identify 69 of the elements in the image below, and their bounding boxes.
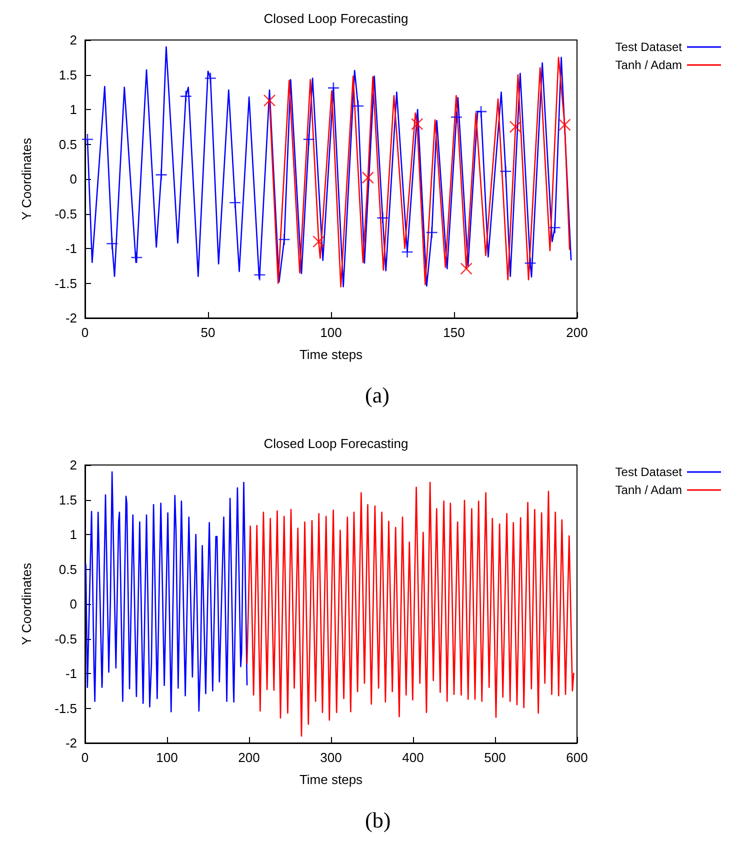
x-axis-title: Time steps [299,347,364,362]
x-tick-label: 600 [566,750,588,765]
x-tick-label: 200 [566,325,588,340]
chart-title: Closed Loop Forecasting [264,11,408,26]
y-tick-label: -1.5 [54,276,77,291]
point [352,100,364,112]
point [106,237,118,250]
point [524,256,536,270]
y-axis-title: Y Coordinates [19,562,34,646]
y-tick-label: -0.5 [54,206,77,222]
y-tick-label: 2 [70,32,77,48]
y-tick-label: -0.5 [54,631,77,646]
point [130,251,143,264]
x-tick-label: 400 [402,750,424,765]
point [180,90,192,102]
point [302,133,316,146]
y-tick-label: 1 [70,527,77,542]
x-tick-label: 50 [200,325,216,340]
y-tick-label: 2 [70,458,77,472]
text: (b) [365,808,391,832]
line-series [85,471,248,712]
x-tick-label: 0 [81,750,89,765]
point [228,196,242,209]
x-tick-label: 200 [238,750,260,765]
x-tick-label: 100 [156,750,178,765]
y-tick-label: 0 [70,172,77,186]
legend-label: Test Dataset [615,40,683,54]
point [410,118,424,130]
y-tick-label: 1 [70,102,77,117]
y-tick-label: 1.5 [58,492,77,508]
point [474,105,488,118]
point [426,226,438,239]
x-tick-label: 150 [443,325,465,340]
point [500,165,512,178]
x-tick-label: 300 [320,750,342,765]
line-series [246,482,574,737]
point [548,222,562,234]
legend-label: Tanh / Adam [615,58,682,72]
y-tick-label: 0.5 [58,136,77,152]
point [278,233,290,246]
point [460,262,472,275]
point [558,118,571,131]
point [263,94,276,107]
y-tick-label: 1.5 [58,67,77,82]
x-tick-label: 500 [484,750,506,765]
x-axis-title: Time steps [299,772,364,787]
y-axis-title: Y Coordinates [19,137,34,220]
y-tick-label: -1 [65,666,77,681]
chart-title: Closed Loop Forecasting [264,436,408,451]
y-tick-label: -2 [65,310,77,326]
x-tick-label: 100 [320,325,342,340]
y-tick-label: -1.5 [54,700,77,716]
point [312,235,325,248]
y-tick-label: -2 [65,736,77,750]
y-tick-label: 0 [70,596,77,612]
x-tick-label: 0 [81,325,89,340]
point [204,72,217,84]
y-tick-label: -1 [65,241,77,256]
text: (a) [365,382,390,408]
point [362,171,374,184]
y-tick-label: 0.5 [58,562,77,577]
point [509,120,522,134]
legend-label: Tanh / Adam [615,483,682,497]
point [450,110,463,124]
point [327,82,340,94]
point [376,212,389,224]
legend-label: Test Dataset [615,465,683,479]
point [81,133,94,146]
point [155,168,168,181]
